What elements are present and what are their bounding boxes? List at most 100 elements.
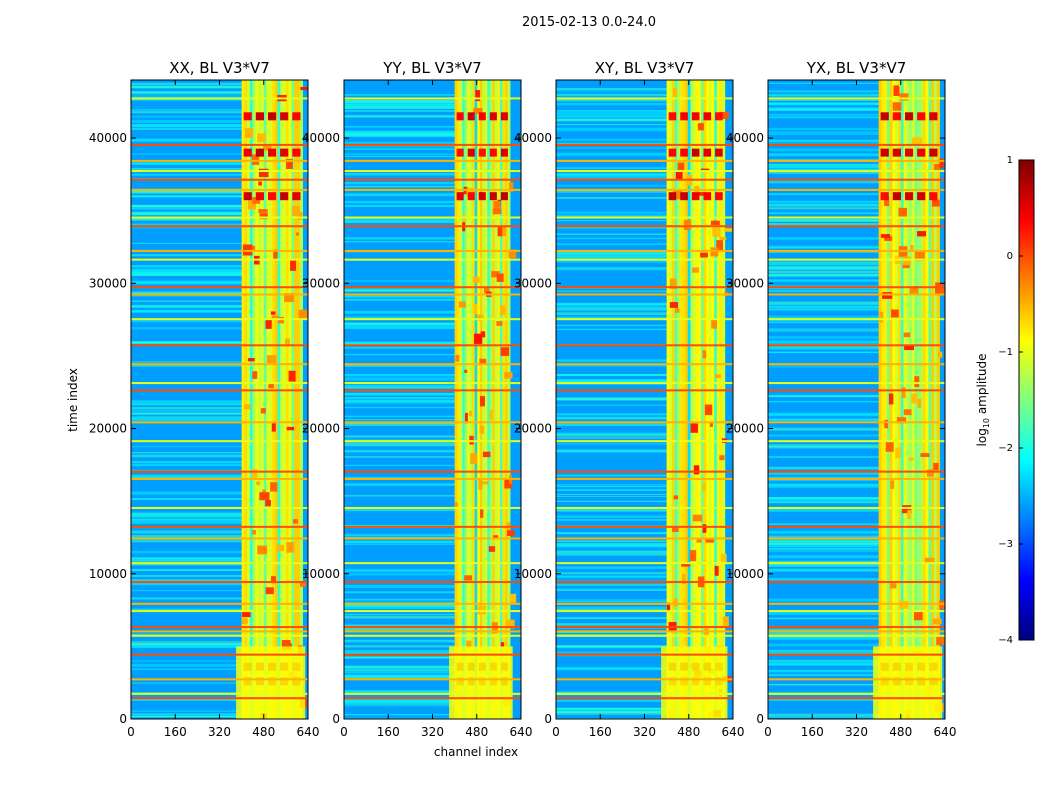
noise-row	[131, 454, 242, 458]
signal-column	[666, 80, 670, 719]
noise-row	[344, 456, 455, 458]
noise-row	[344, 346, 455, 349]
noise-row	[768, 669, 879, 673]
signal-patch	[506, 619, 515, 629]
signal-column	[464, 80, 468, 719]
noise-row	[768, 568, 879, 572]
x-tick-label: 320	[208, 725, 231, 739]
rfi-row	[768, 653, 945, 656]
signal-patch	[902, 256, 911, 266]
noise-row	[556, 243, 667, 245]
noise-row	[344, 627, 455, 630]
signal-patch	[711, 220, 720, 225]
signal-column	[878, 80, 882, 719]
signal-patch	[464, 575, 473, 581]
rfi-row	[556, 178, 733, 181]
signal-patch	[914, 376, 920, 387]
noise-row	[768, 164, 879, 168]
colorbar-tick-label: −1	[998, 347, 1013, 358]
noise-row	[344, 353, 455, 356]
noise-row	[344, 435, 455, 438]
signal-patch	[920, 453, 930, 457]
heatmap-2	[556, 80, 733, 719]
hot-patch	[243, 148, 252, 157]
noise-row	[344, 99, 455, 103]
noise-row	[556, 189, 667, 193]
signal-patch	[479, 396, 486, 407]
rfi-row	[768, 634, 945, 637]
noise-row	[131, 413, 242, 415]
noise-row	[131, 559, 242, 562]
noise-row	[768, 308, 879, 311]
noise-row	[768, 262, 879, 266]
noise-row	[131, 224, 242, 226]
noise-row	[344, 675, 455, 678]
signal-patch	[500, 642, 505, 647]
noise-row	[556, 443, 667, 445]
noise-row	[344, 650, 455, 652]
hot-patch	[929, 192, 938, 201]
noise-row	[344, 572, 455, 576]
noise-row	[556, 138, 667, 141]
noise-row	[344, 656, 455, 659]
noise-row	[556, 116, 667, 118]
noise-row	[556, 88, 667, 90]
rfi-row	[768, 477, 945, 480]
noise-row	[131, 498, 242, 500]
noise-row	[768, 643, 879, 647]
noise-row	[344, 316, 455, 319]
noise-row	[556, 252, 667, 256]
noise-row	[768, 290, 879, 292]
rfi-row	[556, 159, 733, 162]
rfi-row	[768, 170, 945, 173]
noise-row	[131, 319, 242, 323]
rfi-row	[556, 318, 733, 321]
signal-patch	[939, 158, 944, 169]
signal-column	[708, 80, 713, 719]
signal-patch	[270, 311, 276, 315]
signal-patch	[266, 355, 277, 364]
rfi-row	[344, 602, 521, 605]
noise-row	[556, 584, 667, 586]
rfi-row	[768, 389, 945, 392]
noise-row	[344, 651, 455, 653]
signal-patch	[675, 170, 683, 180]
rfi-row	[344, 382, 521, 385]
signal-patch	[478, 478, 483, 490]
noise-row	[768, 628, 879, 632]
noise-row	[131, 125, 242, 128]
hot-patch	[478, 148, 486, 157]
noise-row	[768, 427, 879, 431]
signal-patch	[926, 469, 934, 477]
signal-patch	[258, 168, 269, 178]
signal-patch	[271, 315, 279, 319]
hot-patch	[292, 148, 301, 157]
signal-column	[716, 80, 720, 719]
rfi-row	[131, 97, 308, 100]
panel-title: XY, BL V3*V7	[595, 59, 695, 77]
rfi-row	[556, 258, 733, 261]
colorbar-tick-label: 1	[1007, 155, 1013, 166]
signal-patch	[692, 514, 703, 522]
noise-row	[768, 107, 879, 111]
noise-row	[556, 710, 667, 714]
rfi-row	[556, 440, 733, 443]
noise-row	[768, 434, 879, 437]
y-tick-label: 10000	[514, 567, 552, 581]
signal-patch	[285, 158, 293, 170]
rfi-row	[131, 562, 308, 565]
noise-row	[131, 407, 242, 410]
noise-row	[768, 485, 879, 489]
noise-row	[556, 489, 667, 491]
signal-patch	[903, 409, 912, 416]
signal-patch	[293, 519, 298, 524]
noise-row	[344, 106, 455, 110]
rfi-row	[344, 630, 521, 633]
noise-row	[131, 153, 242, 155]
rfi-row	[131, 626, 308, 629]
rfi-row	[131, 293, 308, 296]
noise-row	[131, 91, 242, 95]
signal-patch	[475, 90, 480, 102]
hot-patch	[267, 192, 277, 201]
signal-column	[269, 80, 273, 719]
